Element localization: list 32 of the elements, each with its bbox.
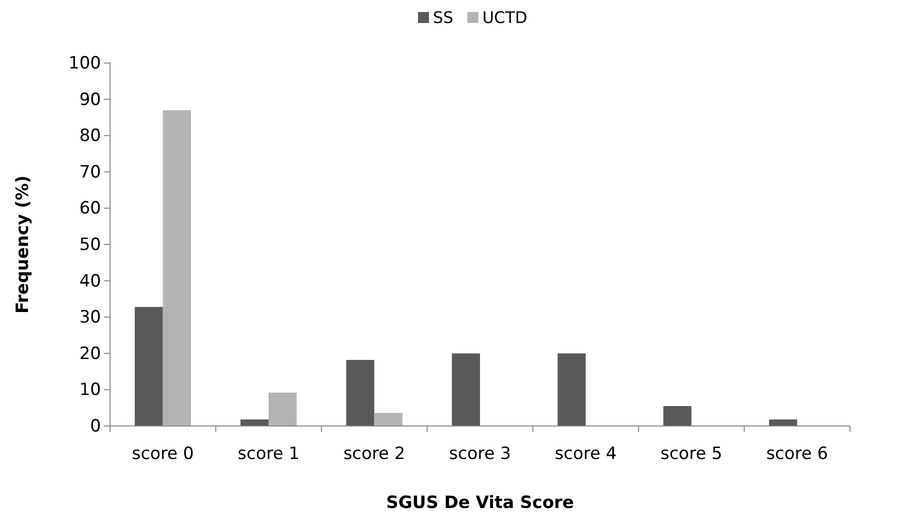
- legend-label: UCTD: [482, 8, 528, 27]
- bar: [452, 353, 480, 426]
- y-tick-label: 0: [90, 416, 101, 436]
- x-tick-label: score 1: [238, 444, 300, 464]
- y-axis-title: Frequency (%): [13, 176, 33, 314]
- y-tick-label: 70: [79, 162, 101, 182]
- bar: [134, 306, 163, 426]
- y-tick-label: 50: [79, 234, 101, 255]
- bar: [558, 353, 586, 426]
- bar: [346, 360, 374, 426]
- x-tick-label: score 3: [449, 444, 511, 464]
- x-tick-label: score 2: [343, 444, 406, 464]
- y-tick-label: 100: [68, 53, 101, 74]
- bar: [663, 406, 692, 426]
- y-tick-label: 60: [79, 198, 101, 219]
- y-tick-label: 90: [79, 90, 101, 110]
- y-tick-label: 10: [79, 380, 101, 400]
- bar: [374, 412, 402, 426]
- y-tick-label: 80: [79, 126, 101, 146]
- y-tick-label: 40: [79, 271, 101, 292]
- x-tick-label: score 0: [132, 444, 194, 464]
- x-tick-label: score 4: [554, 444, 617, 464]
- x-tick-label: score 5: [660, 444, 722, 464]
- bar: [162, 110, 191, 426]
- y-tick-label: 20: [79, 344, 101, 364]
- bar: [769, 419, 798, 426]
- bar: [268, 392, 297, 426]
- bar: [240, 419, 269, 426]
- legend-label: SS: [433, 8, 454, 27]
- x-tick-label: score 6: [766, 444, 828, 464]
- y-tick-label: 30: [79, 308, 101, 328]
- x-axis-title: SGUS De Vita Score: [386, 493, 574, 513]
